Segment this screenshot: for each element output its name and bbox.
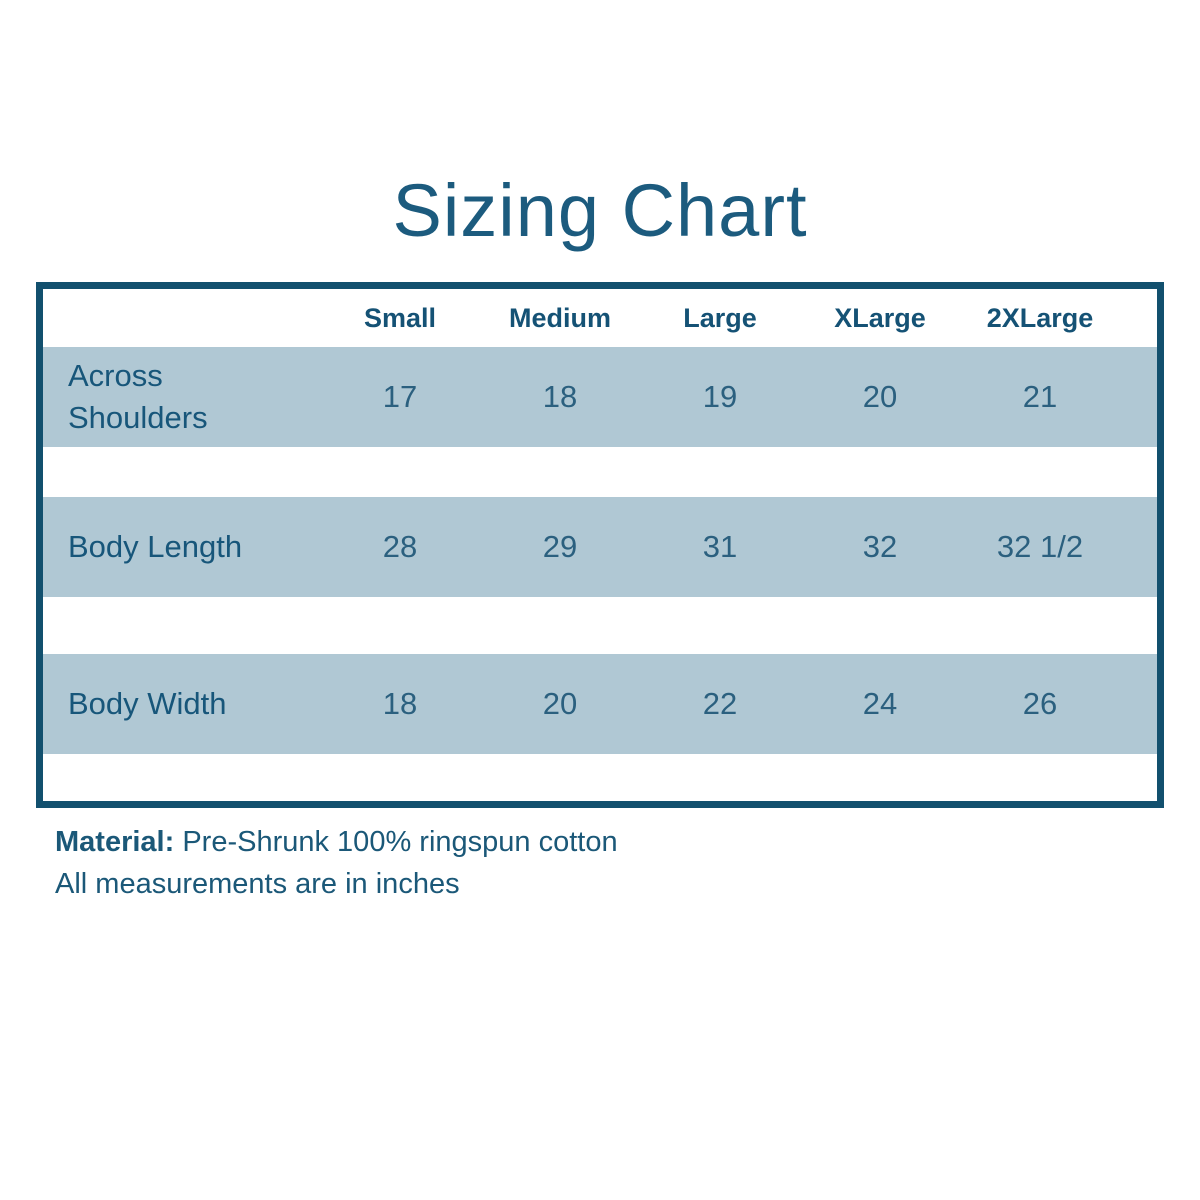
column-header-large: Large xyxy=(683,302,757,333)
measurements-note: All measurements are in inches xyxy=(55,868,460,900)
size-value: 28 xyxy=(382,529,418,564)
table-header-row: Small Medium Large XLarge 2XLarge xyxy=(43,289,1157,347)
table-row-body-width: Body Width 18 20 22 24 26 xyxy=(43,654,1157,754)
page-title: Sizing Chart xyxy=(392,169,808,252)
footer-notes: Material: Pre-Shrunk 100% ringspun cotto… xyxy=(55,821,618,905)
size-value: 21 xyxy=(1022,379,1058,414)
column-header-2xlarge: 2XLarge xyxy=(986,302,1094,333)
row-spacer xyxy=(43,447,1157,497)
size-value: 22 xyxy=(702,686,738,721)
size-value: 26 xyxy=(1022,686,1058,721)
row-spacer xyxy=(43,754,1157,801)
size-value: 20 xyxy=(862,379,898,414)
table-row-body-length: Body Length 28 29 31 32 32 1/2 xyxy=(43,497,1157,597)
size-value: 24 xyxy=(862,686,898,721)
material-label: Material: xyxy=(55,826,175,858)
size-value: 18 xyxy=(382,686,418,721)
size-value: 31 xyxy=(702,529,738,564)
size-value: 19 xyxy=(702,379,738,414)
size-value: 29 xyxy=(542,529,578,564)
size-value: 18 xyxy=(542,379,578,414)
table-row-across-shoulders: Across Shoulders 17 18 19 20 21 xyxy=(43,347,1157,447)
material-line: Material: Pre-Shrunk 100% ringspun cotto… xyxy=(55,821,618,863)
size-value: 20 xyxy=(542,686,578,721)
sizing-table: Small Medium Large XLarge 2XLarge Across… xyxy=(36,282,1164,808)
row-label: Across Shoulders xyxy=(68,358,208,435)
column-header-small: Small xyxy=(363,302,437,333)
row-spacer xyxy=(43,597,1157,654)
material-value: Pre-Shrunk 100% ringspun cotton xyxy=(182,826,618,858)
row-label: Body Length xyxy=(68,529,243,565)
size-value: 32 xyxy=(862,529,898,564)
column-header-xlarge: XLarge xyxy=(834,302,926,333)
row-label: Body Width xyxy=(68,686,227,722)
size-value: 17 xyxy=(382,379,418,414)
column-header-medium: Medium xyxy=(508,302,611,333)
size-value: 32 1/2 xyxy=(996,529,1084,564)
